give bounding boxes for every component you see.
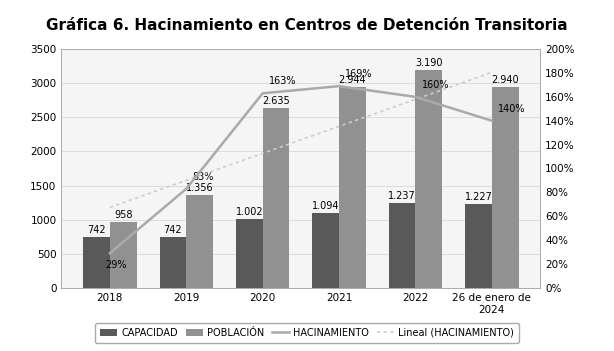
- Bar: [83, 237, 110, 288]
- Text: 2.944: 2.944: [338, 75, 366, 85]
- Text: 140%: 140%: [498, 104, 526, 114]
- Line: HACINAMIENTO: HACINAMIENTO: [110, 86, 492, 253]
- Lineal (HACINAMIENTO): [456, 82, 463, 86]
- HACINAMIENTO: [259, 91, 266, 95]
- Bar: [313, 213, 339, 288]
- Text: 2.940: 2.940: [491, 75, 519, 85]
- Lineal (HACINAMIENTO): [177, 180, 185, 184]
- Text: 2.635: 2.635: [262, 96, 290, 106]
- Text: 163%: 163%: [269, 76, 297, 86]
- Lineal (HACINAMIENTO): [122, 200, 129, 204]
- Bar: [236, 219, 263, 288]
- Bar: [110, 223, 137, 288]
- HACINAMIENTO: [182, 187, 190, 191]
- Text: 1.094: 1.094: [312, 201, 340, 211]
- HACINAMIENTO: [412, 95, 419, 99]
- Bar: [263, 108, 289, 288]
- Legend: CAPACIDAD, POBLACIÓN, HACINAMIENTO, Lineal (HACINAMIENTO): CAPACIDAD, POBLACIÓN, HACINAMIENTO, Line…: [95, 323, 519, 343]
- Bar: [416, 70, 442, 288]
- Bar: [160, 237, 186, 288]
- Bar: [339, 87, 366, 288]
- Line: Lineal (HACINAMIENTO): Lineal (HACINAMIENTO): [110, 72, 492, 207]
- Text: 742: 742: [87, 225, 106, 235]
- Text: 1.227: 1.227: [465, 192, 492, 202]
- Text: 1.002: 1.002: [236, 207, 263, 217]
- Text: 83%: 83%: [192, 172, 214, 181]
- Text: 1.237: 1.237: [388, 191, 416, 201]
- Lineal (HACINAMIENTO): [106, 205, 114, 210]
- Lineal (HACINAMIENTO): [130, 197, 137, 201]
- Bar: [389, 204, 416, 288]
- Bar: [492, 87, 519, 288]
- Bar: [186, 196, 213, 288]
- Text: 29%: 29%: [105, 260, 126, 270]
- Text: Gráfica 6. Hacinamiento en Centros de Detención Transitoria: Gráfica 6. Hacinamiento en Centros de De…: [46, 18, 568, 33]
- HACINAMIENTO: [488, 119, 495, 123]
- Bar: [465, 204, 492, 288]
- Lineal (HACINAMIENTO): [469, 77, 476, 81]
- Text: 160%: 160%: [422, 80, 449, 90]
- HACINAMIENTO: [335, 84, 343, 88]
- Text: 3.190: 3.190: [415, 58, 443, 68]
- Text: 1.356: 1.356: [186, 183, 214, 193]
- Text: 742: 742: [163, 225, 182, 235]
- Lineal (HACINAMIENTO): [208, 169, 216, 173]
- HACINAMIENTO: [106, 251, 114, 255]
- Lineal (HACINAMIENTO): [488, 70, 495, 74]
- Text: 169%: 169%: [345, 69, 373, 79]
- Text: 958: 958: [114, 211, 133, 220]
